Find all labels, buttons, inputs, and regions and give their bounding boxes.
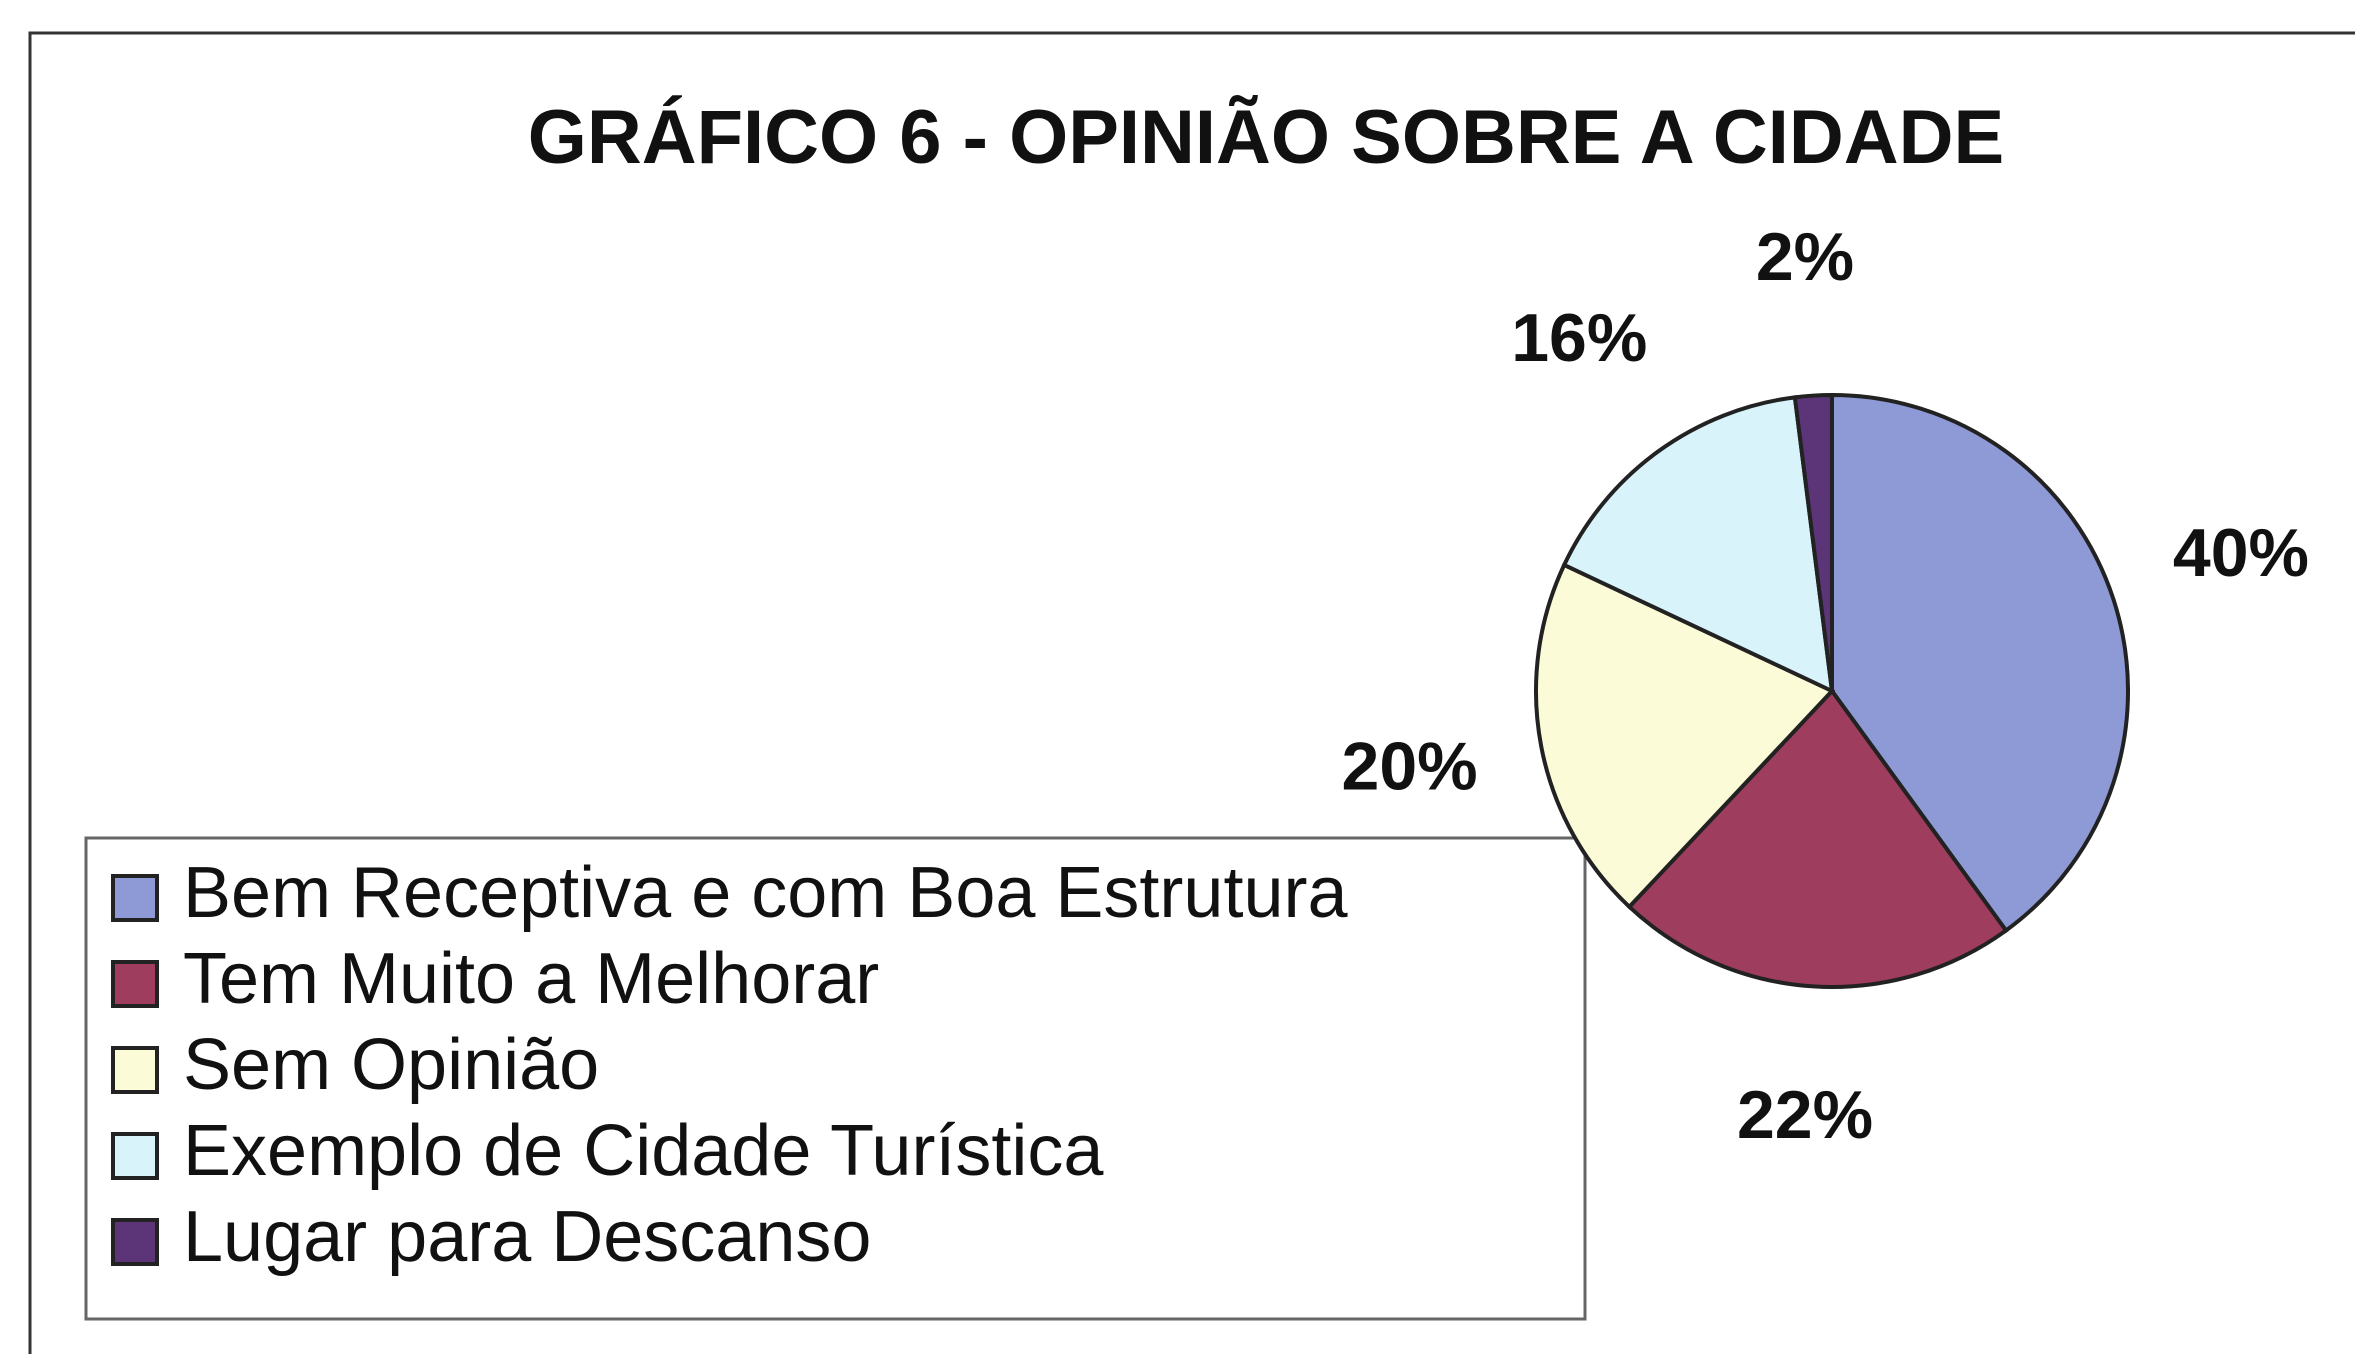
data-label: 2% xyxy=(1756,219,1854,295)
legend-swatch xyxy=(111,960,159,1008)
legend-label: Tem Muito a Melhorar xyxy=(183,939,879,1019)
legend-swatch xyxy=(111,1218,159,1266)
chart-title: GRÁFICO 6 - OPINIÃO SOBRE A CIDADE xyxy=(528,95,2004,180)
legend-box xyxy=(84,836,1587,1321)
data-label: 16% xyxy=(1511,300,1647,376)
legend-label: Lugar para Descanso xyxy=(183,1197,871,1277)
legend-label: Exemplo de Cidade Turística xyxy=(183,1111,1104,1191)
pie-slice xyxy=(1830,392,2130,934)
data-label: 20% xyxy=(1342,729,1478,805)
pie-slice xyxy=(1561,395,1835,695)
legend-swatch xyxy=(111,1046,159,1094)
data-label: 40% xyxy=(2173,515,2309,591)
pie-slice xyxy=(1626,687,2009,989)
legend-label: Bem Receptiva e com Boa Estrutura xyxy=(183,853,1348,933)
legend-swatch xyxy=(111,1132,159,1180)
chart-frame xyxy=(28,31,2355,1354)
data-label: 22% xyxy=(1737,1077,1873,1153)
legend-swatch xyxy=(111,874,159,922)
pie-slice xyxy=(1534,562,1836,910)
pie-slice xyxy=(1792,392,1834,692)
legend-label: Sem Opinião xyxy=(183,1025,599,1105)
